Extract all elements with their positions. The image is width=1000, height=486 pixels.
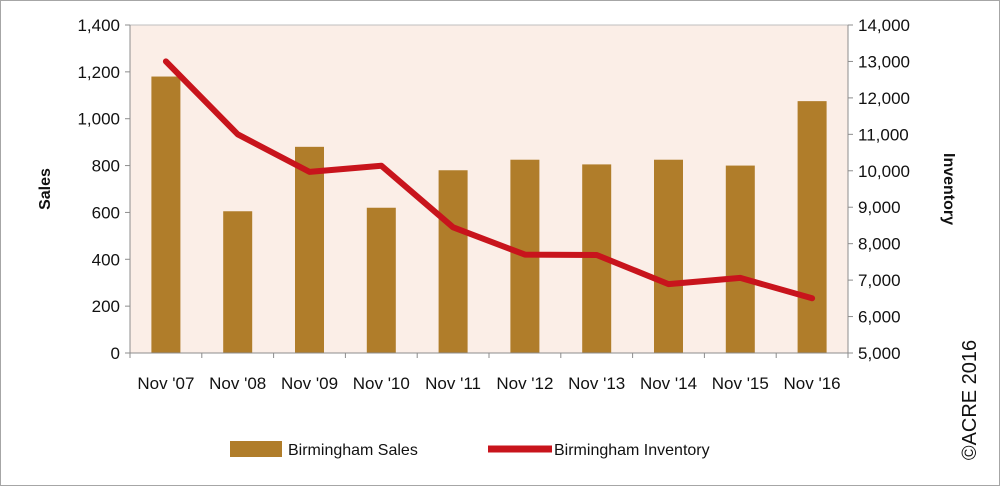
y2-tick-label: 12,000 xyxy=(858,89,910,108)
inventory-line-layer xyxy=(162,58,816,302)
x-tick-label: Nov '11 xyxy=(425,374,481,393)
y-tick-label: 1,200 xyxy=(77,63,120,82)
x-tick-label: Nov '09 xyxy=(281,374,338,393)
y2-tick-label: 11,000 xyxy=(858,125,909,144)
sales-bar xyxy=(438,170,468,353)
axes xyxy=(125,24,853,358)
y-tick-label: 0 xyxy=(111,344,120,363)
x-tick-label: Nov '16 xyxy=(784,374,841,393)
y2-tick-label: 14,000 xyxy=(858,16,910,35)
y2-tick-label: 7,000 xyxy=(858,271,901,290)
legend-swatch-sales xyxy=(230,441,282,457)
y-tick-label: 200 xyxy=(92,297,120,316)
sales-bars xyxy=(151,76,827,354)
sales-bar xyxy=(654,159,683,353)
y2-tick-label: 10,000 xyxy=(858,162,910,181)
legend-label-inventory: Birmingham Inventory xyxy=(554,442,710,459)
sales-bar xyxy=(151,76,181,354)
y-tick-label: 800 xyxy=(92,157,120,176)
inventory-line xyxy=(162,58,816,302)
y2-tick-label: 9,000 xyxy=(858,198,901,217)
x-tick-label: Nov '15 xyxy=(712,374,769,393)
tick-labels: 0 200 400 600 800 1,000 1,200 1,400 5,000 6,000 7,… xyxy=(77,16,910,393)
x-tick-label: Nov '14 xyxy=(640,374,697,393)
y-tick-label: 1,000 xyxy=(77,110,120,129)
y2-tick-label: 6,000 xyxy=(858,308,901,327)
y-axis-title-sales: Sales xyxy=(37,168,54,210)
sales-bar xyxy=(223,211,253,353)
sales-bar xyxy=(725,165,755,353)
y-tick-label: 600 xyxy=(92,203,120,222)
sales-bar xyxy=(295,146,324,353)
y-tick-label: 1,400 xyxy=(77,16,120,35)
x-tick-label: Nov '07 xyxy=(137,374,194,393)
x-tick-label: Nov '08 xyxy=(209,374,266,393)
y2-tick-label: 8,000 xyxy=(858,235,901,254)
x-tick-label: Nov '10 xyxy=(353,374,410,393)
legend-label-sales: Birmingham Sales xyxy=(288,442,418,459)
sales-bar xyxy=(366,207,396,353)
legend: Birmingham Sales Birmingham Inventory xyxy=(230,441,710,459)
y-tick-label: 400 xyxy=(92,250,120,269)
y2-tick-label: 5,000 xyxy=(858,344,901,363)
x-tick-label: Nov '12 xyxy=(496,374,553,393)
y2-axis-title-inventory: Inventory xyxy=(940,153,957,225)
y2-tick-label: 13,000 xyxy=(858,52,910,71)
copyright-text: ©ACRE 2016 xyxy=(959,340,981,460)
sales-bar xyxy=(797,101,827,354)
x-tick-label: Nov '13 xyxy=(568,374,625,393)
